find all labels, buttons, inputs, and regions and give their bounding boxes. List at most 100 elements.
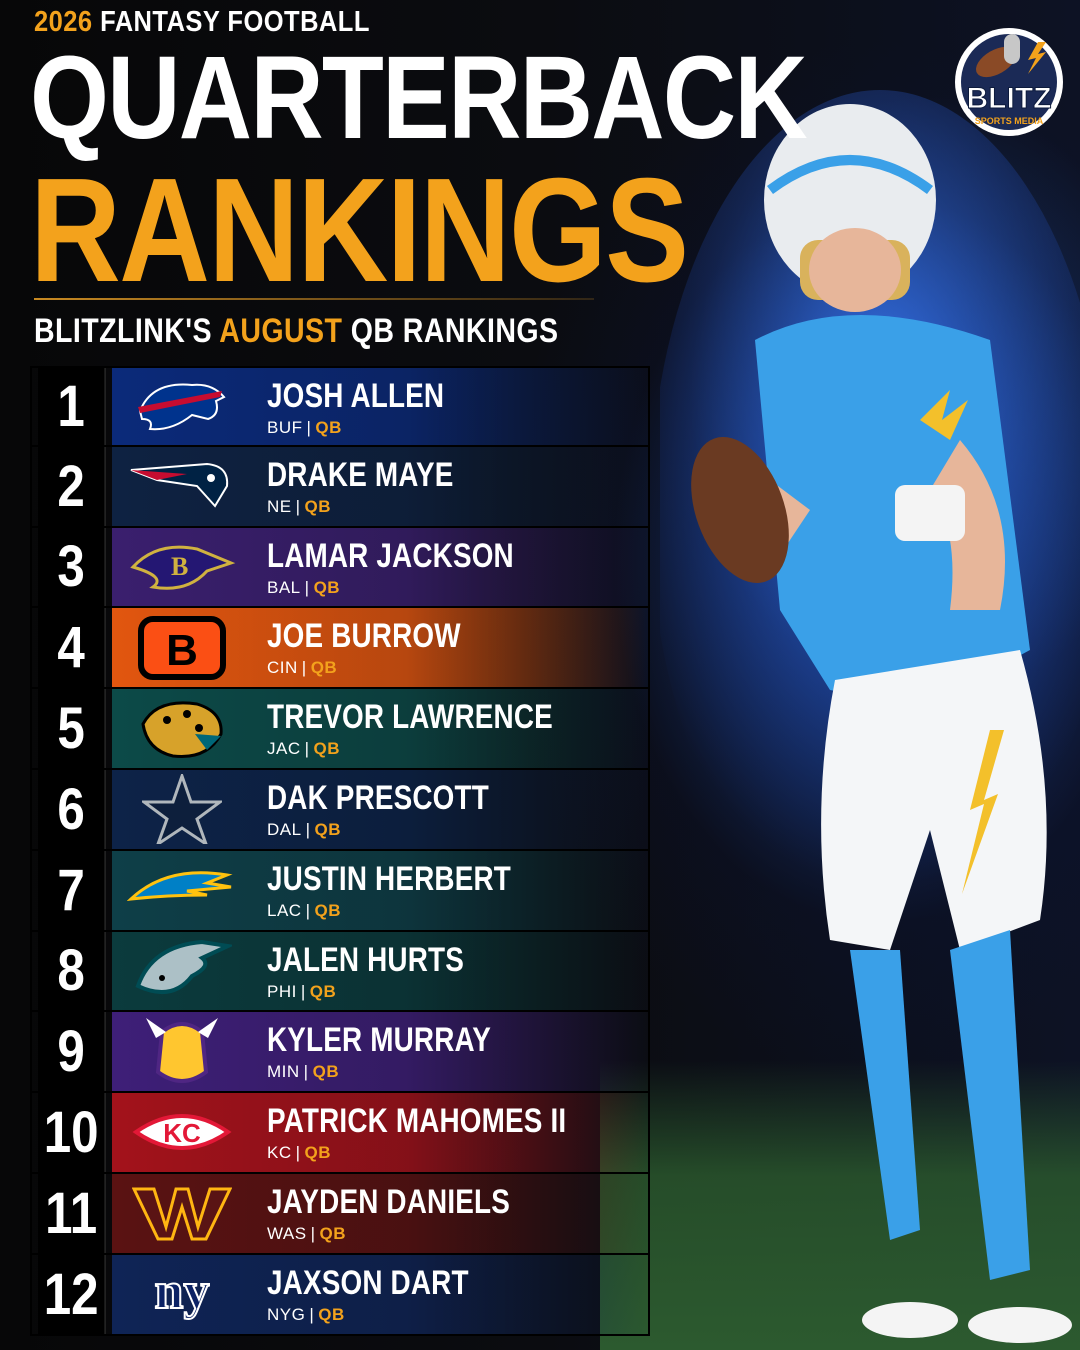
ranking-row: 12 ny JAXSON DART NYG | QB (30, 1254, 650, 1336)
meta-separator: | (301, 658, 307, 678)
ranking-row: 11 JAYDEN DANIELS WAS | QB (30, 1173, 650, 1255)
meta-separator: | (303, 1062, 309, 1082)
header-year: 2026 (34, 6, 93, 38)
player-meta: JAC | QB (267, 739, 616, 759)
player-card: DAK PRESCOTT DAL | QB (112, 769, 648, 849)
team-abbr: PHI (267, 981, 297, 1001)
rank-number: 8 (38, 931, 106, 1011)
player-card: TREVOR LAWRENCE JAC | QB (112, 689, 648, 768)
header-kicker-text: FANTASY FOOTBALL (100, 6, 370, 38)
player-name: LAMAR JACKSON (267, 536, 514, 575)
player-name: DRAKE MAYE (267, 455, 454, 494)
ravens-logo: B (112, 528, 252, 606)
position: QB (313, 739, 341, 759)
player-meta: MIN | QB (267, 1062, 540, 1082)
player-name: JALEN HURTS (267, 940, 464, 979)
meta-separator: | (304, 577, 310, 597)
position: QB (309, 981, 337, 1001)
player-name: JAXSON DART (267, 1263, 469, 1302)
player-meta: BUF | QB (267, 418, 483, 438)
vikings-logo (112, 1013, 252, 1091)
chiefs-logo: KC (112, 1094, 252, 1172)
player-name: JUSTIN HERBERT (267, 859, 511, 898)
svg-text:B: B (171, 552, 188, 581)
player-meta: NYG | QB (267, 1305, 513, 1325)
position: QB (313, 577, 341, 597)
bengals-logo: B (112, 609, 252, 687)
team-abbr: KC (267, 1143, 292, 1163)
team-abbr: BAL (267, 577, 301, 597)
position: QB (315, 418, 342, 437)
player-meta: DAL | QB (267, 820, 538, 840)
player-info: TREVOR LAWRENCE JAC | QB (267, 699, 616, 759)
rank-number: 4 (38, 608, 106, 688)
player-card: B JOE BURROW CIN | QB (112, 608, 648, 688)
team-abbr: CIN (267, 658, 298, 678)
rank-number: 2 (38, 446, 106, 526)
player-meta: KC | QB (267, 1143, 632, 1163)
title-line-1: QUARTERBACK (30, 32, 808, 164)
position: QB (318, 1304, 345, 1324)
subtitle-pre: BLITZLINK'S (34, 312, 212, 350)
player-name: PATRICK MAHOMES II (267, 1102, 567, 1141)
player-image (660, 90, 1080, 1343)
svg-text:KC: KC (163, 1118, 201, 1148)
title-line-2: RANKINGS (30, 148, 689, 313)
subtitle: BLITZLINK'S AUGUST QB RANKINGS (34, 312, 558, 351)
position: QB (314, 900, 341, 920)
ranking-row: 7 JUSTIN HERBERT LAC | QB (30, 850, 650, 932)
team-abbr: LAC (267, 900, 302, 920)
team-abbr: BUF (267, 418, 303, 437)
ranking-row: 8 JALEN HURTS PHI | QB (30, 931, 650, 1013)
player-name: KYLER MURRAY (267, 1021, 492, 1060)
team-abbr: NE (267, 496, 292, 516)
player-card: ny JAXSON DART NYG | QB (112, 1254, 648, 1334)
player-info: LAMAR JACKSON BAL | QB (267, 538, 568, 598)
player-name: JOSH ALLEN (267, 377, 445, 415)
meta-separator: | (304, 739, 310, 759)
player-card: DRAKE MAYE NE | QB (112, 446, 648, 526)
player-name: JAYDEN DANIELS (267, 1182, 510, 1221)
chargers-logo (112, 851, 252, 929)
player-card: KYLER MURRAY MIN | QB (112, 1012, 648, 1092)
patriots-logo (112, 447, 252, 525)
position: QB (319, 1223, 347, 1243)
position: QB (310, 658, 338, 678)
player-name: TREVOR LAWRENCE (267, 698, 553, 737)
meta-separator: | (295, 496, 301, 516)
position: QB (314, 819, 341, 839)
player-meta: LAC | QB (267, 901, 565, 921)
team-abbr: NYG (267, 1304, 306, 1324)
player-meta: PHI | QB (267, 982, 507, 1002)
position: QB (304, 496, 332, 516)
giants-logo: ny (112, 1255, 252, 1333)
position: QB (304, 1143, 332, 1163)
header-divider (34, 298, 594, 300)
meta-separator: | (306, 418, 312, 437)
ranking-row: 4 B JOE BURROW CIN | QB (30, 608, 650, 690)
player-meta: CIN | QB (267, 658, 503, 678)
meta-separator: | (300, 981, 306, 1001)
player-info: DAK PRESCOTT DAL | QB (267, 780, 538, 840)
player-info: JAXSON DART NYG | QB (267, 1265, 513, 1325)
position: QB (312, 1062, 340, 1082)
jaguars-logo (112, 690, 252, 768)
rank-number: 12 (38, 1254, 106, 1334)
ranking-row: 10 KC PATRICK MAHOMES II KC | QB (30, 1093, 650, 1174)
team-abbr: JAC (267, 739, 301, 759)
ranking-row: 5 TREVOR LAWRENCE JAC | QB (30, 689, 650, 770)
rankings-list: 1 JOSH ALLEN BUF | QB 2 DRAKE MAYE NE | QB 3 B LAMAR… (30, 366, 650, 1336)
player-info: JALEN HURTS PHI | QB (267, 942, 507, 1002)
player-info: PATRICK MAHOMES II KC | QB (267, 1103, 632, 1163)
cowboys-logo (112, 770, 252, 848)
commanders-logo (112, 1174, 252, 1252)
player-info: JAYDEN DANIELS WAS | QB (267, 1184, 563, 1244)
player-info: DRAKE MAYE NE | QB (267, 457, 494, 517)
player-card: B LAMAR JACKSON BAL | QB (112, 527, 648, 607)
ranking-row: 6 DAK PRESCOTT DAL | QB (30, 769, 650, 851)
team-abbr: DAL (267, 819, 302, 839)
player-info: JUSTIN HERBERT LAC | QB (267, 861, 565, 921)
svg-text:ny: ny (155, 1263, 210, 1320)
rank-number: 7 (38, 850, 106, 930)
player-name: JOE BURROW (267, 617, 461, 656)
